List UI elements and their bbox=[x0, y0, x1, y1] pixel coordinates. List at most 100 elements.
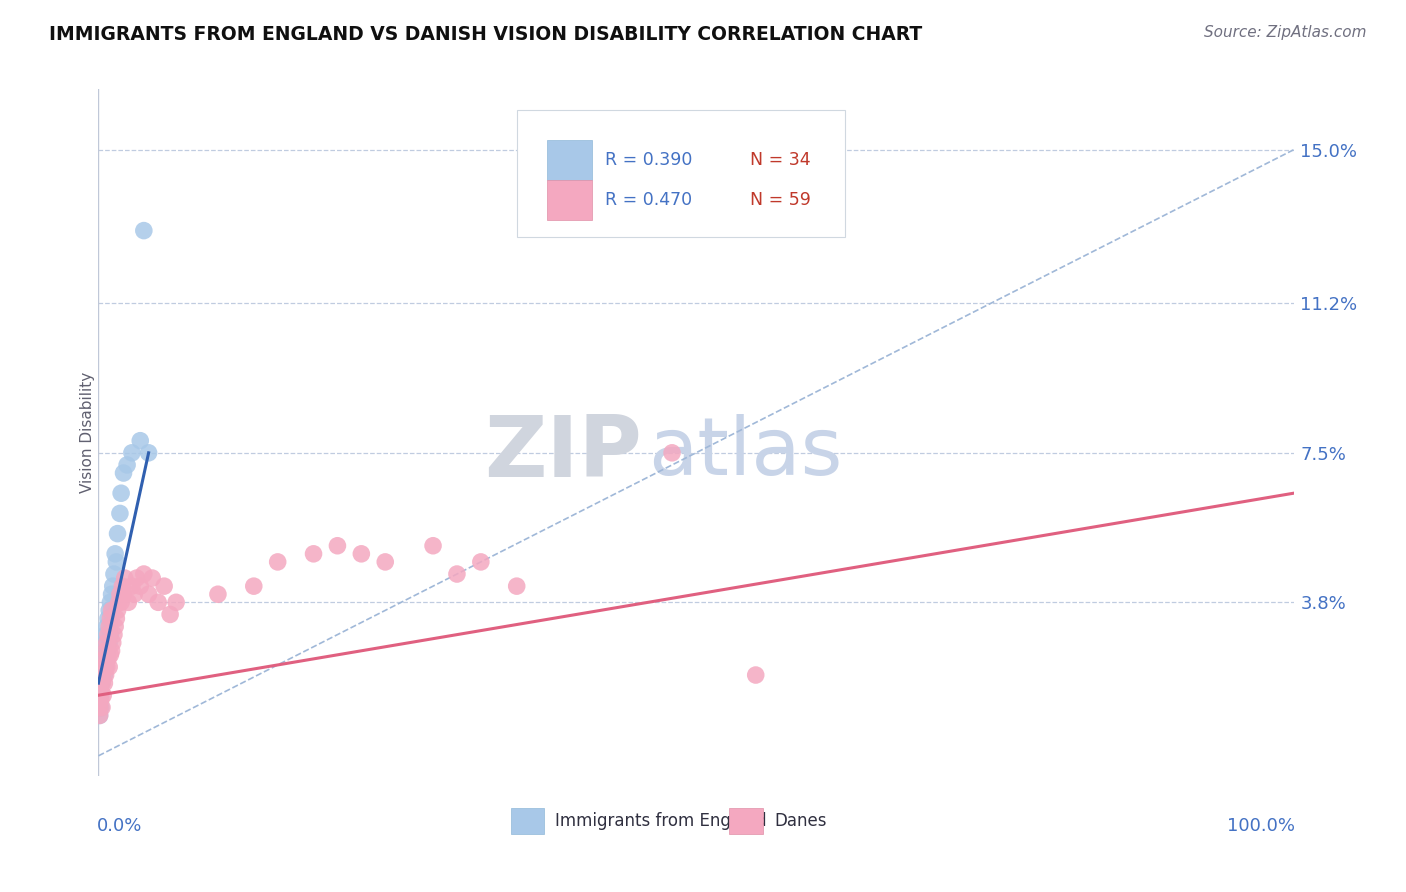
Point bbox=[350, 547, 373, 561]
Point bbox=[159, 607, 181, 622]
Text: 0.0%: 0.0% bbox=[97, 817, 142, 835]
Point bbox=[374, 555, 396, 569]
Text: ZIP: ZIP bbox=[485, 412, 643, 495]
Point bbox=[446, 567, 468, 582]
Point bbox=[90, 700, 112, 714]
Point bbox=[132, 567, 155, 582]
Text: R = 0.470: R = 0.470 bbox=[605, 191, 692, 209]
Point bbox=[105, 555, 128, 569]
Point bbox=[115, 458, 138, 472]
Point bbox=[153, 579, 176, 593]
Point bbox=[100, 644, 122, 658]
Point bbox=[91, 676, 114, 690]
Point bbox=[93, 652, 115, 666]
Point bbox=[108, 587, 131, 601]
Point bbox=[91, 652, 114, 666]
Point bbox=[165, 595, 187, 609]
Point bbox=[103, 627, 125, 641]
Point bbox=[103, 567, 125, 582]
Text: R = 0.390: R = 0.390 bbox=[605, 151, 693, 169]
Point bbox=[138, 446, 160, 460]
Point bbox=[207, 587, 229, 601]
Point bbox=[129, 434, 152, 448]
Point bbox=[110, 595, 132, 609]
FancyBboxPatch shape bbox=[730, 808, 763, 834]
Point bbox=[105, 611, 128, 625]
Point bbox=[97, 627, 120, 641]
Point bbox=[89, 708, 111, 723]
Point bbox=[91, 660, 114, 674]
Point bbox=[91, 668, 114, 682]
Point bbox=[98, 648, 122, 662]
Point bbox=[141, 571, 163, 585]
Point bbox=[110, 486, 132, 500]
Point bbox=[94, 644, 117, 658]
Point bbox=[101, 579, 124, 593]
Point bbox=[90, 684, 112, 698]
Point bbox=[422, 539, 444, 553]
Point bbox=[112, 587, 135, 601]
Point bbox=[243, 579, 266, 593]
Point bbox=[91, 648, 114, 662]
Point bbox=[107, 603, 129, 617]
Point bbox=[129, 579, 152, 593]
Point bbox=[89, 708, 111, 723]
Text: IMMIGRANTS FROM ENGLAND VS DANISH VISION DISABILITY CORRELATION CHART: IMMIGRANTS FROM ENGLAND VS DANISH VISION… bbox=[49, 25, 922, 44]
Point bbox=[98, 619, 121, 633]
Point bbox=[98, 595, 122, 609]
Point bbox=[98, 603, 121, 617]
FancyBboxPatch shape bbox=[510, 808, 544, 834]
Point bbox=[98, 660, 121, 674]
Point bbox=[661, 446, 683, 460]
FancyBboxPatch shape bbox=[547, 180, 592, 219]
Point bbox=[138, 587, 160, 601]
Point bbox=[90, 692, 112, 706]
Text: atlas: atlas bbox=[648, 414, 842, 492]
Point bbox=[107, 526, 129, 541]
Point bbox=[98, 636, 121, 650]
Point bbox=[96, 652, 118, 666]
Point bbox=[91, 676, 114, 690]
Point bbox=[96, 619, 118, 633]
Point bbox=[104, 619, 127, 633]
Text: 100.0%: 100.0% bbox=[1226, 817, 1295, 835]
Point bbox=[267, 555, 290, 569]
Point bbox=[94, 668, 117, 682]
Point bbox=[93, 636, 115, 650]
Point bbox=[124, 587, 146, 601]
Point bbox=[96, 660, 118, 674]
Point bbox=[107, 595, 129, 609]
Point bbox=[94, 660, 117, 674]
Text: N = 34: N = 34 bbox=[749, 151, 810, 169]
Point bbox=[98, 611, 122, 625]
Point bbox=[97, 652, 120, 666]
Point bbox=[91, 700, 114, 714]
Point bbox=[326, 539, 349, 553]
Point bbox=[470, 555, 492, 569]
Point bbox=[91, 668, 114, 682]
Point bbox=[112, 466, 135, 480]
Point bbox=[90, 688, 112, 702]
Point bbox=[121, 446, 143, 460]
Point bbox=[91, 660, 114, 674]
Point bbox=[94, 627, 117, 641]
Point bbox=[117, 595, 139, 609]
Point bbox=[745, 668, 768, 682]
Point bbox=[100, 587, 122, 601]
Point bbox=[93, 668, 115, 682]
Point bbox=[104, 547, 127, 561]
Point bbox=[302, 547, 325, 561]
Point bbox=[111, 579, 134, 593]
Point bbox=[97, 611, 120, 625]
Text: Danes: Danes bbox=[775, 813, 827, 830]
Point bbox=[91, 688, 114, 702]
Point bbox=[101, 636, 124, 650]
FancyBboxPatch shape bbox=[517, 110, 845, 237]
Point bbox=[93, 676, 115, 690]
Point bbox=[125, 571, 148, 585]
Point bbox=[114, 571, 136, 585]
Point bbox=[121, 579, 143, 593]
Text: Immigrants from England: Immigrants from England bbox=[555, 813, 766, 830]
Point bbox=[148, 595, 170, 609]
Point bbox=[108, 507, 131, 521]
